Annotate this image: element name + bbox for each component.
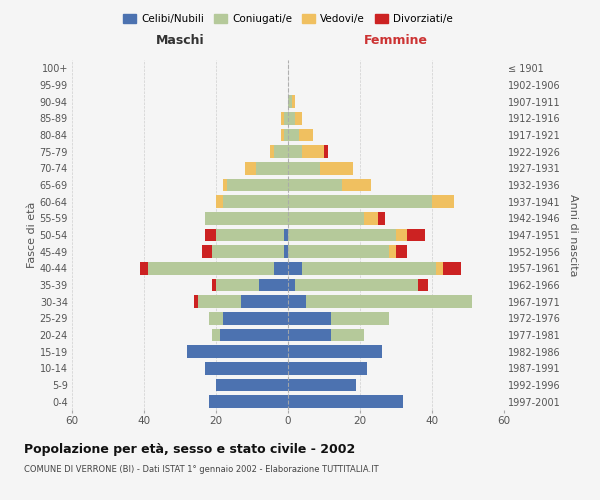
Bar [241,296,288,308]
Bar [216,279,259,291]
Bar [284,246,288,258]
Text: COMUNE DI VERRONE (BI) - Dati ISTAT 1° gennaio 2002 - Elaborazione TUTTITALIA.IT: COMUNE DI VERRONE (BI) - Dati ISTAT 1° g… [24,465,379,474]
Bar [274,146,288,158]
Bar [216,196,223,208]
Bar [299,129,313,141]
Bar [288,329,331,341]
Bar [288,312,331,324]
Bar [306,296,472,308]
Bar [223,179,227,192]
Bar [284,129,288,141]
Bar [212,246,284,258]
Bar [205,229,216,241]
Legend: Celibi/Nubili, Coniugati/e, Vedovi/e, Divorziati/e: Celibi/Nubili, Coniugati/e, Vedovi/e, Di… [119,10,457,29]
Bar [220,329,288,341]
Bar [295,279,418,291]
Bar [205,212,288,224]
Bar [274,262,288,274]
Bar [256,162,288,174]
Bar [140,262,148,274]
Bar [209,312,223,324]
Text: Femmine: Femmine [364,34,428,46]
Bar [288,96,292,108]
Bar [223,312,288,324]
Bar [292,96,295,108]
Bar [364,212,378,224]
Bar [331,329,364,341]
Bar [288,262,302,274]
Bar [288,129,299,141]
Bar [288,246,389,258]
Bar [270,146,274,158]
Text: Maschi: Maschi [155,34,205,46]
Bar [378,212,385,224]
Bar [198,296,241,308]
Y-axis label: Fasce di età: Fasce di età [26,202,37,268]
Bar [281,129,284,141]
Bar [288,279,295,291]
Bar [443,262,461,274]
Bar [288,212,364,224]
Bar [288,112,295,124]
Text: Popolazione per età, sesso e stato civile - 2002: Popolazione per età, sesso e stato civil… [24,442,355,456]
Bar [396,229,407,241]
Bar [284,112,288,124]
Bar [209,396,288,408]
Bar [432,196,454,208]
Bar [288,296,306,308]
Bar [148,262,274,274]
Bar [324,146,328,158]
Bar [284,229,288,241]
Bar [212,329,220,341]
Bar [216,229,284,241]
Bar [407,229,425,241]
Bar [194,296,198,308]
Bar [202,246,212,258]
Bar [418,279,428,291]
Bar [227,179,288,192]
Bar [389,246,396,258]
Bar [302,262,436,274]
Bar [205,362,288,374]
Bar [223,196,288,208]
Bar [187,346,288,358]
Bar [216,379,288,391]
Bar [331,312,389,324]
Bar [302,146,324,158]
Bar [396,246,407,258]
Bar [295,112,302,124]
Bar [436,262,443,274]
Bar [288,379,356,391]
Bar [288,146,302,158]
Bar [288,346,382,358]
Bar [320,162,353,174]
Bar [212,279,216,291]
Bar [288,362,367,374]
Bar [288,196,432,208]
Bar [259,279,288,291]
Bar [288,229,396,241]
Bar [245,162,256,174]
Bar [288,179,342,192]
Y-axis label: Anni di nascita: Anni di nascita [568,194,578,276]
Bar [342,179,371,192]
Bar [288,396,403,408]
Bar [281,112,284,124]
Bar [288,162,320,174]
